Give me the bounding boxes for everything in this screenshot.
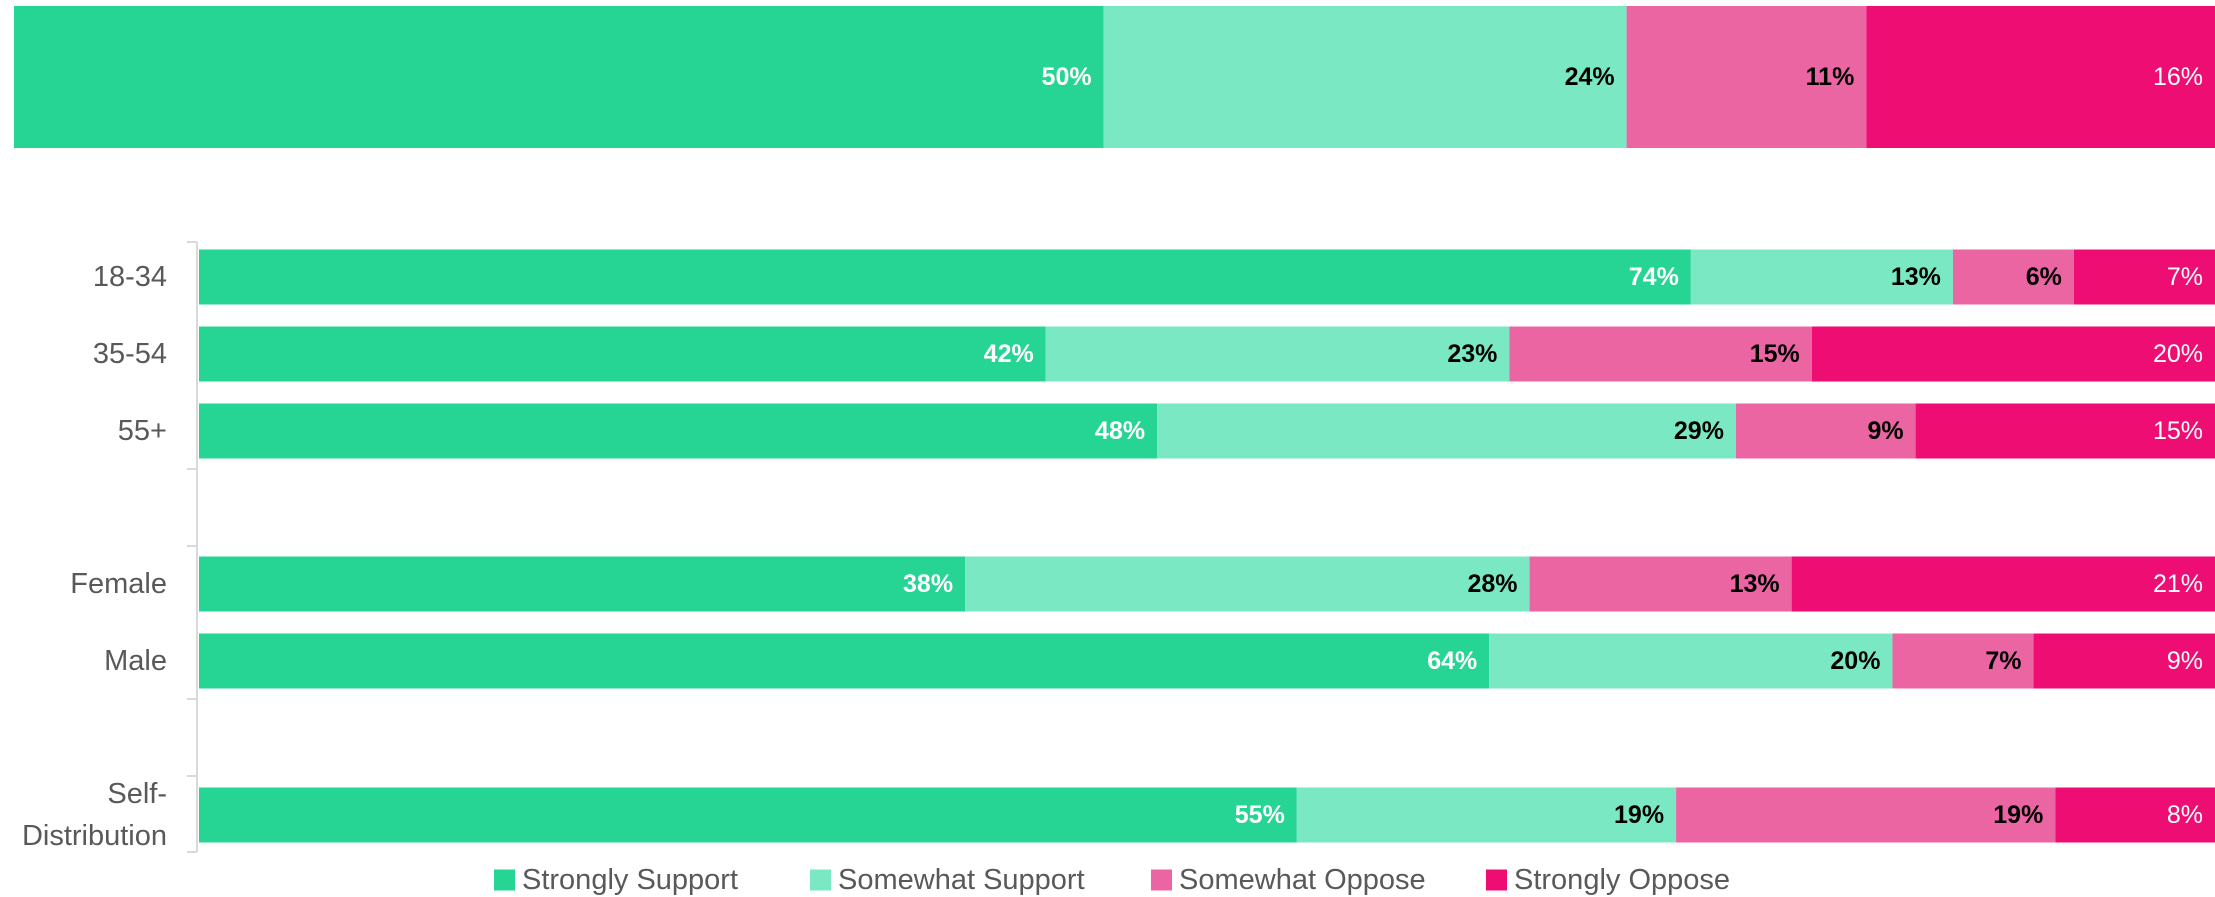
row-18-34-somewhat-support-bar [1690, 249, 1953, 305]
overall-strongly-oppose-bar [1866, 6, 2215, 148]
row-35-54-somewhat-support-bar [1045, 326, 1510, 382]
overall-strongly-oppose-value-label: 16% [2153, 63, 2203, 91]
row-18-34-strongly-support-bar [199, 249, 1691, 305]
row-female-strongly-oppose-value-label: 21% [2153, 570, 2203, 598]
row-18-34-somewhat-oppose-value-label: 6% [2026, 263, 2062, 291]
row-female-strongly-oppose-bar [1791, 556, 2215, 612]
row-self-distribution-somewhat-oppose-bar [1676, 787, 2056, 843]
category-label-55: 55+ [118, 415, 167, 447]
row-55-strongly-support-value-label: 48% [1095, 417, 1145, 445]
row-35-54-somewhat-support-value-label: 23% [1447, 340, 1497, 368]
row-female-somewhat-support-value-label: 28% [1468, 570, 1518, 598]
row-male-somewhat-oppose-bar [1892, 633, 2034, 689]
legend-label-strongly-oppose: Strongly Oppose [1514, 864, 1730, 896]
row-male-somewhat-support-bar [1489, 633, 1893, 689]
row-male-strongly-oppose-bar [2033, 633, 2215, 689]
row-male-strongly-support-bar [199, 633, 1490, 689]
row-55-somewhat-support-bar [1157, 403, 1736, 459]
overall-strongly-support-bar [14, 6, 1104, 148]
legend-label-somewhat-oppose: Somewhat Oppose [1179, 864, 1426, 896]
row-55-strongly-oppose-value-label: 15% [2153, 417, 2203, 445]
legend-swatch-strongly-support [494, 869, 515, 891]
row-male-strongly-oppose-value-label: 9% [2167, 647, 2203, 675]
row-self-distribution-strongly-oppose-bar [2055, 787, 2215, 843]
row-female-somewhat-support-bar [965, 556, 1530, 612]
row-35-54-somewhat-oppose-bar [1509, 326, 1812, 382]
row-35-54-somewhat-oppose-value-label: 15% [1750, 340, 1800, 368]
row-self-distribution-somewhat-support-bar [1296, 787, 1677, 843]
row-55-strongly-oppose-bar [1915, 403, 2215, 459]
row-male-somewhat-oppose-value-label: 7% [1985, 647, 2021, 675]
overall-somewhat-support-value-label: 24% [1565, 63, 1615, 91]
row-self-distribution-strongly-oppose-value-label: 8% [2167, 801, 2203, 829]
overall-somewhat-oppose-value-label: 11% [1806, 63, 1855, 91]
row-55-somewhat-oppose-value-label: 9% [1867, 417, 1903, 445]
legend-swatch-somewhat-oppose [1151, 869, 1172, 891]
row-female-strongly-support-bar [199, 556, 966, 612]
legend-label-strongly-support: Strongly Support [522, 864, 738, 896]
row-male-somewhat-support-value-label: 20% [1830, 647, 1880, 675]
category-label-male: Male [104, 645, 167, 677]
category-label-18-34: 18-34 [93, 261, 167, 293]
overall-somewhat-oppose-bar [1626, 6, 1867, 148]
row-55-somewhat-support-value-label: 29% [1674, 417, 1724, 445]
category-label-self-distribution: Self-Distribution [22, 778, 167, 852]
row-18-34-somewhat-oppose-bar [1952, 249, 2074, 305]
overall-strongly-support-value-label: 50% [1042, 63, 1092, 91]
row-female-strongly-support-value-label: 38% [903, 570, 953, 598]
row-female-somewhat-oppose-value-label: 13% [1730, 570, 1780, 598]
row-35-54-strongly-oppose-value-label: 20% [2153, 340, 2203, 368]
legend-label-somewhat-support: Somewhat Support [838, 864, 1085, 896]
row-35-54-strongly-oppose-bar [1811, 326, 2215, 382]
legend-swatch-somewhat-support [810, 869, 831, 891]
row-self-distribution-somewhat-support-value-label: 19% [1614, 801, 1664, 829]
row-18-34-somewhat-support-value-label: 13% [1891, 263, 1941, 291]
row-18-34-strongly-oppose-bar [2073, 249, 2215, 305]
row-self-distribution-somewhat-oppose-value-label: 19% [1993, 801, 2043, 829]
overall-somewhat-support-bar [1103, 6, 1627, 148]
row-female-somewhat-oppose-bar [1529, 556, 1792, 612]
row-35-54-strongly-support-bar [199, 326, 1046, 382]
row-18-34-strongly-support-value-label: 74% [1629, 263, 1679, 291]
row-35-54-strongly-support-value-label: 42% [984, 340, 1034, 368]
row-male-strongly-support-value-label: 64% [1427, 647, 1477, 675]
row-55-somewhat-oppose-bar [1735, 403, 1916, 459]
category-label-35-54: 35-54 [93, 338, 167, 370]
row-55-strongly-support-bar [199, 403, 1158, 459]
row-self-distribution-strongly-support-value-label: 55% [1235, 801, 1285, 829]
legend-swatch-strongly-oppose [1486, 869, 1507, 891]
row-18-34-strongly-oppose-value-label: 7% [2167, 263, 2203, 291]
category-label-female: Female [70, 568, 167, 600]
row-self-distribution-strongly-support-bar [199, 787, 1297, 843]
